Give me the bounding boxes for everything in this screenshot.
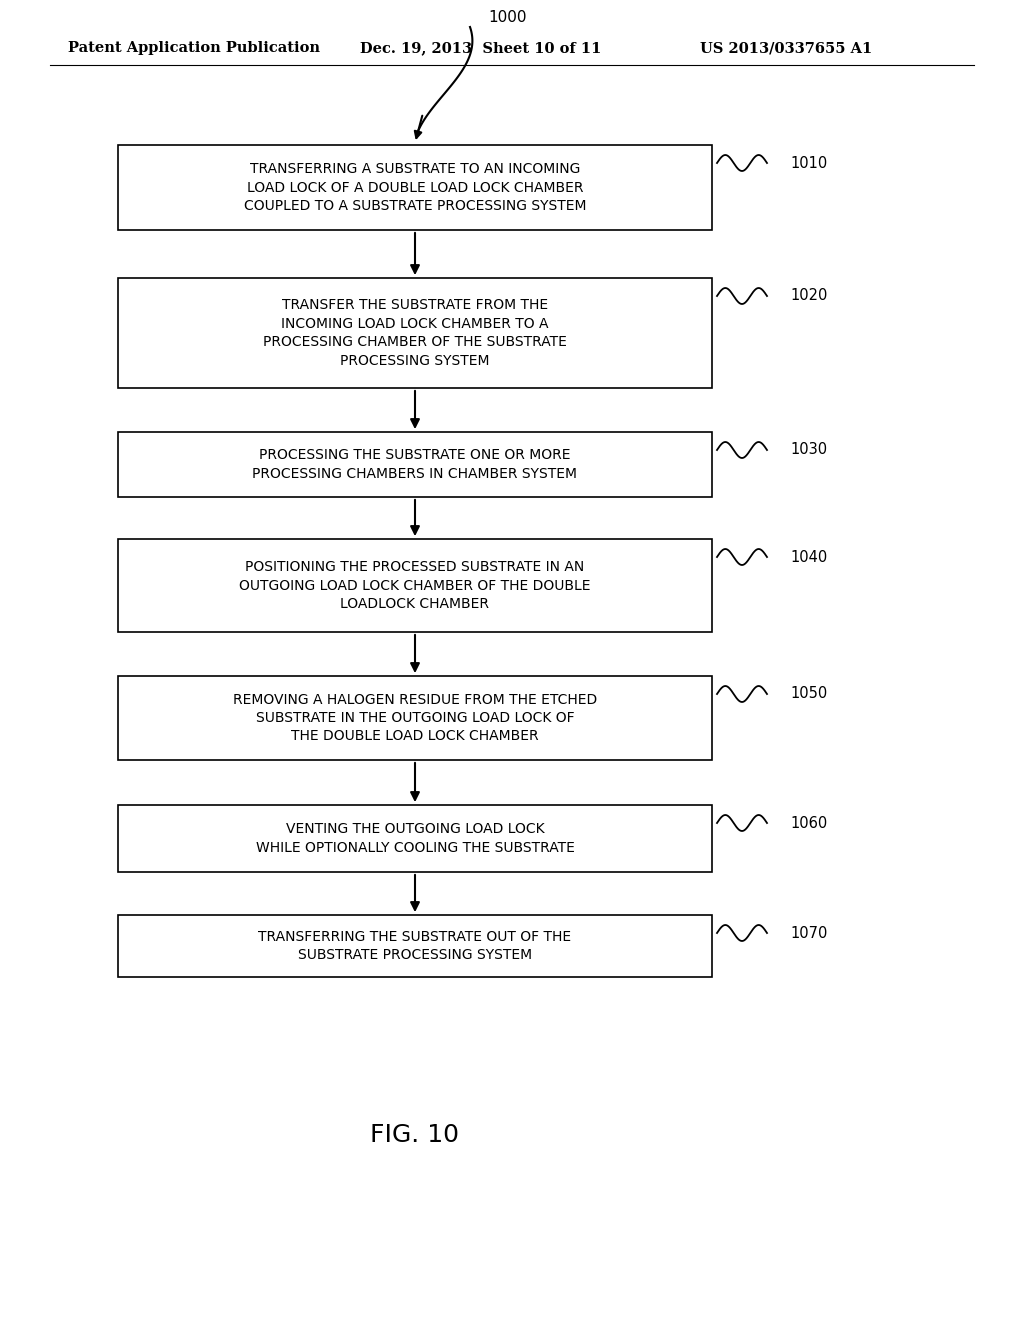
Bar — [118, 676, 712, 760]
Text: Dec. 19, 2013  Sheet 10 of 11: Dec. 19, 2013 Sheet 10 of 11 — [360, 41, 601, 55]
Bar — [118, 279, 712, 388]
Text: Patent Application Publication: Patent Application Publication — [68, 41, 319, 55]
Text: 1000: 1000 — [488, 9, 526, 25]
Text: 1050: 1050 — [790, 686, 827, 701]
Text: 1060: 1060 — [790, 816, 827, 830]
Text: POSITIONING THE PROCESSED SUBSTRATE IN AN
OUTGOING LOAD LOCK CHAMBER OF THE DOUB: POSITIONING THE PROCESSED SUBSTRATE IN A… — [240, 560, 591, 611]
Bar — [118, 805, 712, 873]
Bar — [118, 145, 712, 230]
Text: 1010: 1010 — [790, 156, 827, 170]
Text: TRANSFER THE SUBSTRATE FROM THE
INCOMING LOAD LOCK CHAMBER TO A
PROCESSING CHAMB: TRANSFER THE SUBSTRATE FROM THE INCOMING… — [263, 298, 567, 367]
Text: 1070: 1070 — [790, 925, 827, 940]
Text: PROCESSING THE SUBSTRATE ONE OR MORE
PROCESSING CHAMBERS IN CHAMBER SYSTEM: PROCESSING THE SUBSTRATE ONE OR MORE PRO… — [253, 449, 578, 480]
Bar — [118, 432, 712, 498]
Bar — [118, 539, 712, 632]
Text: FIG. 10: FIG. 10 — [371, 1123, 460, 1147]
Text: TRANSFERRING A SUBSTRATE TO AN INCOMING
LOAD LOCK OF A DOUBLE LOAD LOCK CHAMBER
: TRANSFERRING A SUBSTRATE TO AN INCOMING … — [244, 162, 587, 213]
Text: 1020: 1020 — [790, 289, 827, 304]
Text: REMOVING A HALOGEN RESIDUE FROM THE ETCHED
SUBSTRATE IN THE OUTGOING LOAD LOCK O: REMOVING A HALOGEN RESIDUE FROM THE ETCH… — [232, 693, 597, 743]
Text: US 2013/0337655 A1: US 2013/0337655 A1 — [700, 41, 872, 55]
Text: 1040: 1040 — [790, 549, 827, 565]
Text: 1030: 1030 — [790, 442, 827, 458]
Text: VENTING THE OUTGOING LOAD LOCK
WHILE OPTIONALLY COOLING THE SUBSTRATE: VENTING THE OUTGOING LOAD LOCK WHILE OPT… — [256, 822, 574, 855]
Bar — [118, 915, 712, 977]
Text: TRANSFERRING THE SUBSTRATE OUT OF THE
SUBSTRATE PROCESSING SYSTEM: TRANSFERRING THE SUBSTRATE OUT OF THE SU… — [258, 929, 571, 962]
